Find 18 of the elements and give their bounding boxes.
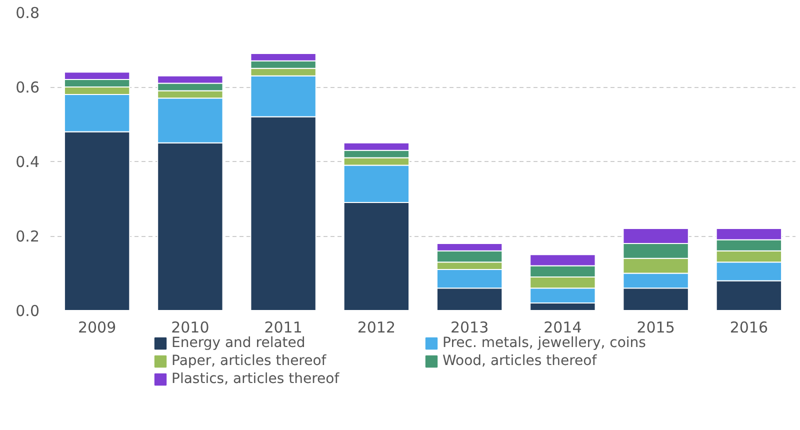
x-tick-label: 2015 (636, 318, 675, 336)
x-tick-label: 2013 (450, 318, 489, 336)
x-tick-label: 2009 (78, 318, 116, 336)
legend-label: Prec. metals, jewellery, coins (442, 335, 647, 351)
legend-label: Plastics, articles thereof (172, 371, 340, 387)
x-tick-label: 2010 (171, 318, 210, 336)
y-tick-label: 0.6 (16, 78, 40, 96)
y-tick-label: 0.2 (16, 228, 40, 246)
legend-label: Energy and related (172, 335, 306, 351)
x-tick-label: 2012 (357, 318, 396, 336)
y-tick-label: 0.0 (16, 302, 40, 320)
x-tick-label: 2011 (264, 318, 302, 336)
x-tick-label: 2016 (730, 318, 768, 336)
y-tick-label: 0.8 (16, 4, 40, 22)
legend-label: Paper, articles thereof (172, 353, 328, 369)
y-tick-label: 0.4 (16, 153, 40, 171)
legend-label: Wood, articles thereof (442, 353, 598, 369)
x-tick-label: 2014 (544, 318, 582, 336)
